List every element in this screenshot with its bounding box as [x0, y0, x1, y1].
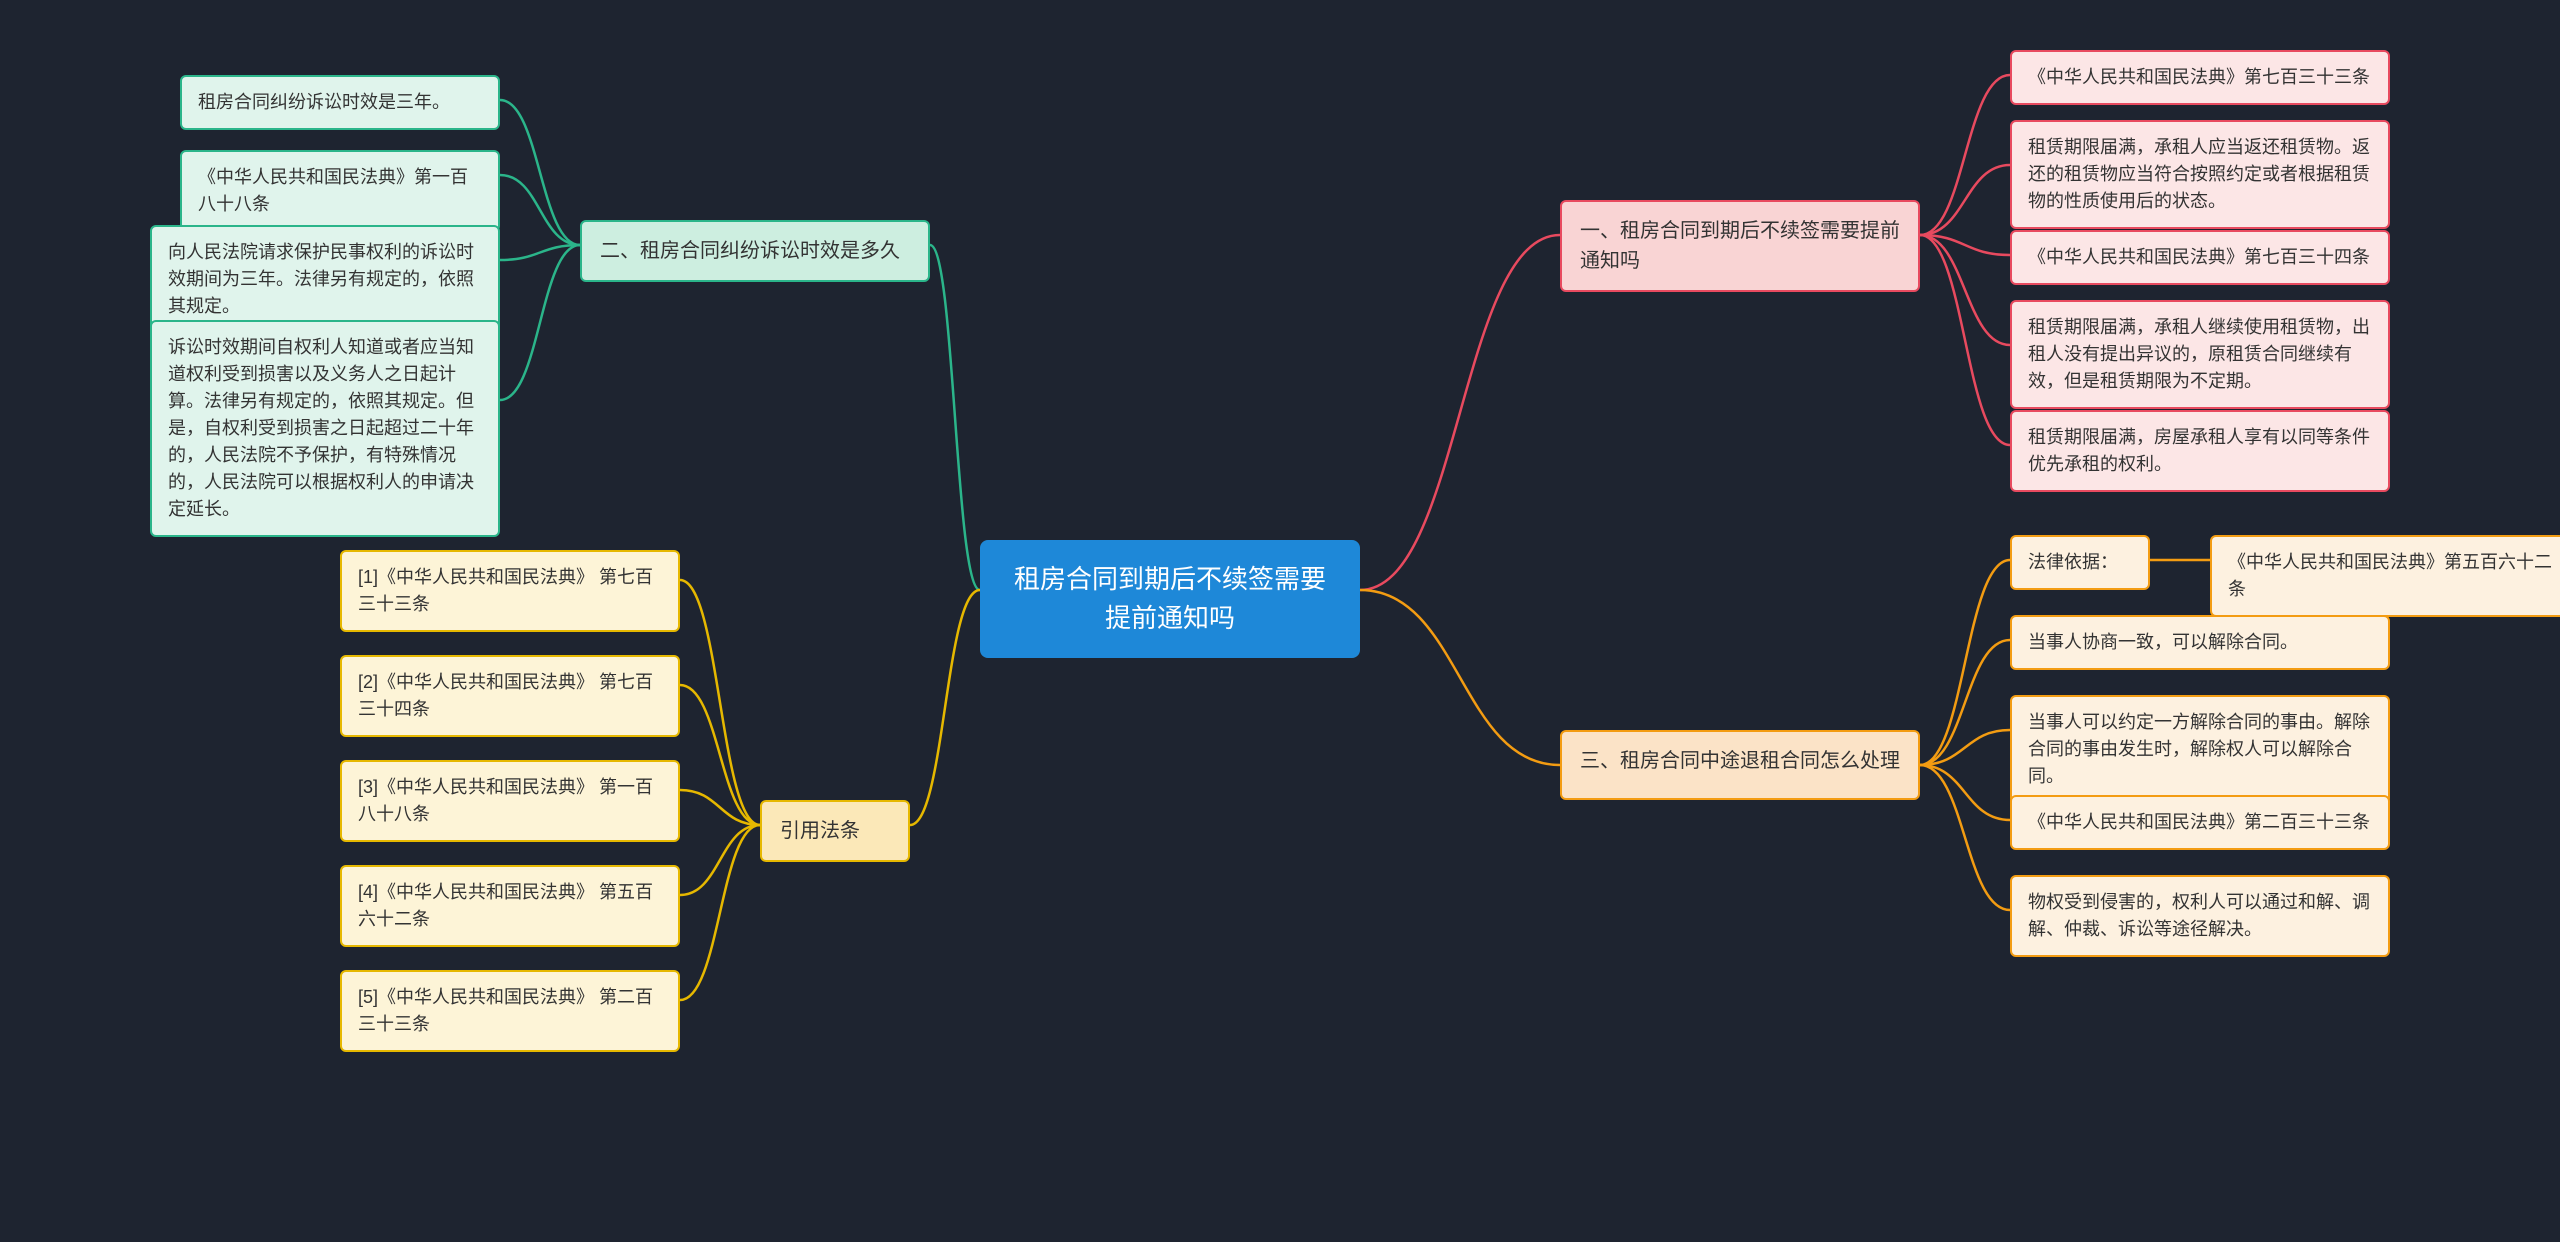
- leaf-b1-4: 租赁期限届满，房屋承租人享有以同等条件优先承租的权利。: [2010, 410, 2390, 492]
- leaf-b4-0: [1]《中华人民共和国民法典》 第七百三十三条: [340, 550, 680, 632]
- leaf-b4-2: [3]《中华人民共和国民法典》 第一百八十八条: [340, 760, 680, 842]
- branch-b2: 二、租房合同纠纷诉讼时效是多久: [580, 220, 930, 282]
- leaf-b4-1: [2]《中华人民共和国民法典》 第七百三十四条: [340, 655, 680, 737]
- branch-b4: 引用法条: [760, 800, 910, 862]
- leaf-b1-2: 《中华人民共和国民法典》第七百三十四条: [2010, 230, 2390, 285]
- leaf-b3-2: 当事人可以约定一方解除合同的事由。解除合同的事由发生时，解除权人可以解除合同。: [2010, 695, 2390, 804]
- leaf-b2-0: 租房合同纠纷诉讼时效是三年。: [180, 75, 500, 130]
- leaf-b2-1: 《中华人民共和国民法典》第一百八十八条: [180, 150, 500, 232]
- leaf-b1-0: 《中华人民共和国民法典》第七百三十三条: [2010, 50, 2390, 105]
- branch-b3: 三、租房合同中途退租合同怎么处理: [1560, 730, 1920, 800]
- leaf-b4-3: [4]《中华人民共和国民法典》 第五百六十二条: [340, 865, 680, 947]
- leaf-b4-4: [5]《中华人民共和国民法典》 第二百三十三条: [340, 970, 680, 1052]
- leaf-b3-1: 当事人协商一致，可以解除合同。: [2010, 615, 2390, 670]
- leaf-b1-1: 租赁期限届满，承租人应当返还租赁物。返还的租赁物应当符合按照约定或者根据租赁物的…: [2010, 120, 2390, 229]
- branch-b1: 一、租房合同到期后不续签需要提前通知吗: [1560, 200, 1920, 292]
- leaf-b1-3: 租赁期限届满，承租人继续使用租赁物，出租人没有提出异议的，原租赁合同继续有效，但…: [2010, 300, 2390, 409]
- leaf-b3-4: 物权受到侵害的，权利人可以通过和解、调解、仲裁、诉讼等途径解决。: [2010, 875, 2390, 957]
- center-node: 租房合同到期后不续签需要提前通知吗: [980, 540, 1360, 658]
- leaf-b3-3: 《中华人民共和国民法典》第二百三十三条: [2010, 795, 2390, 850]
- leaf-b3-0: 法律依据：: [2010, 535, 2150, 590]
- leaf-b3-0-extra: 《中华人民共和国民法典》第五百六十二条: [2210, 535, 2560, 617]
- leaf-b2-3: 诉讼时效期间自权利人知道或者应当知道权利受到损害以及义务人之日起计算。法律另有规…: [150, 320, 500, 537]
- leaf-b2-2: 向人民法院请求保护民事权利的诉讼时效期间为三年。法律另有规定的，依照其规定。: [150, 225, 500, 334]
